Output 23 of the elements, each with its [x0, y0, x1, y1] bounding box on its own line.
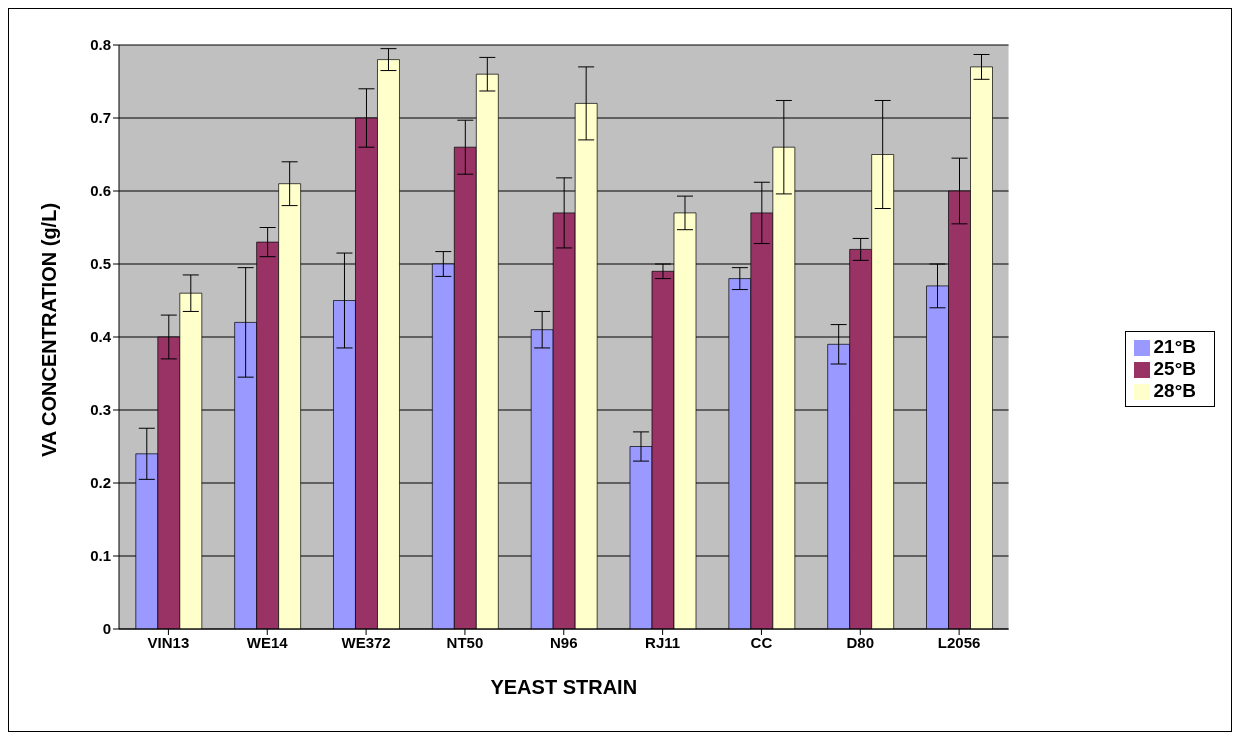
- y-tick-label: 0.7: [90, 109, 111, 127]
- x-axis-title: YEAST STRAIN: [490, 676, 638, 698]
- y-axis-title: VA CONCENTRATION (g/L): [38, 202, 61, 457]
- x-tick-label: WE372: [341, 633, 391, 651]
- x-tick-label: WE14: [246, 633, 289, 651]
- x-tick-label: N96: [550, 633, 578, 651]
- y-tick-label: 0.4: [90, 328, 112, 346]
- legend-label: 25°B: [1153, 358, 1196, 379]
- legend-label: 21°B: [1153, 336, 1196, 357]
- x-tick-label: D80: [846, 633, 875, 651]
- x-tick-label: CC: [750, 633, 773, 651]
- x-tick-label: VIN13: [147, 633, 190, 651]
- x-tick-label: L2056: [937, 633, 981, 651]
- y-tick-label: 0.6: [90, 182, 111, 200]
- y-tick-label: 0.1: [90, 547, 111, 565]
- x-tick-label: RJ11: [645, 633, 681, 651]
- y-tick-label: 0.2: [90, 474, 111, 492]
- y-tick-label: 0.8: [90, 36, 111, 54]
- legend-label: 28°B: [1153, 380, 1196, 401]
- y-tick-label: 0: [102, 620, 111, 638]
- y-tick-label: 0.3: [90, 401, 111, 419]
- y-tick-label: 0.5: [90, 255, 111, 273]
- x-tick-label: NT50: [446, 633, 484, 651]
